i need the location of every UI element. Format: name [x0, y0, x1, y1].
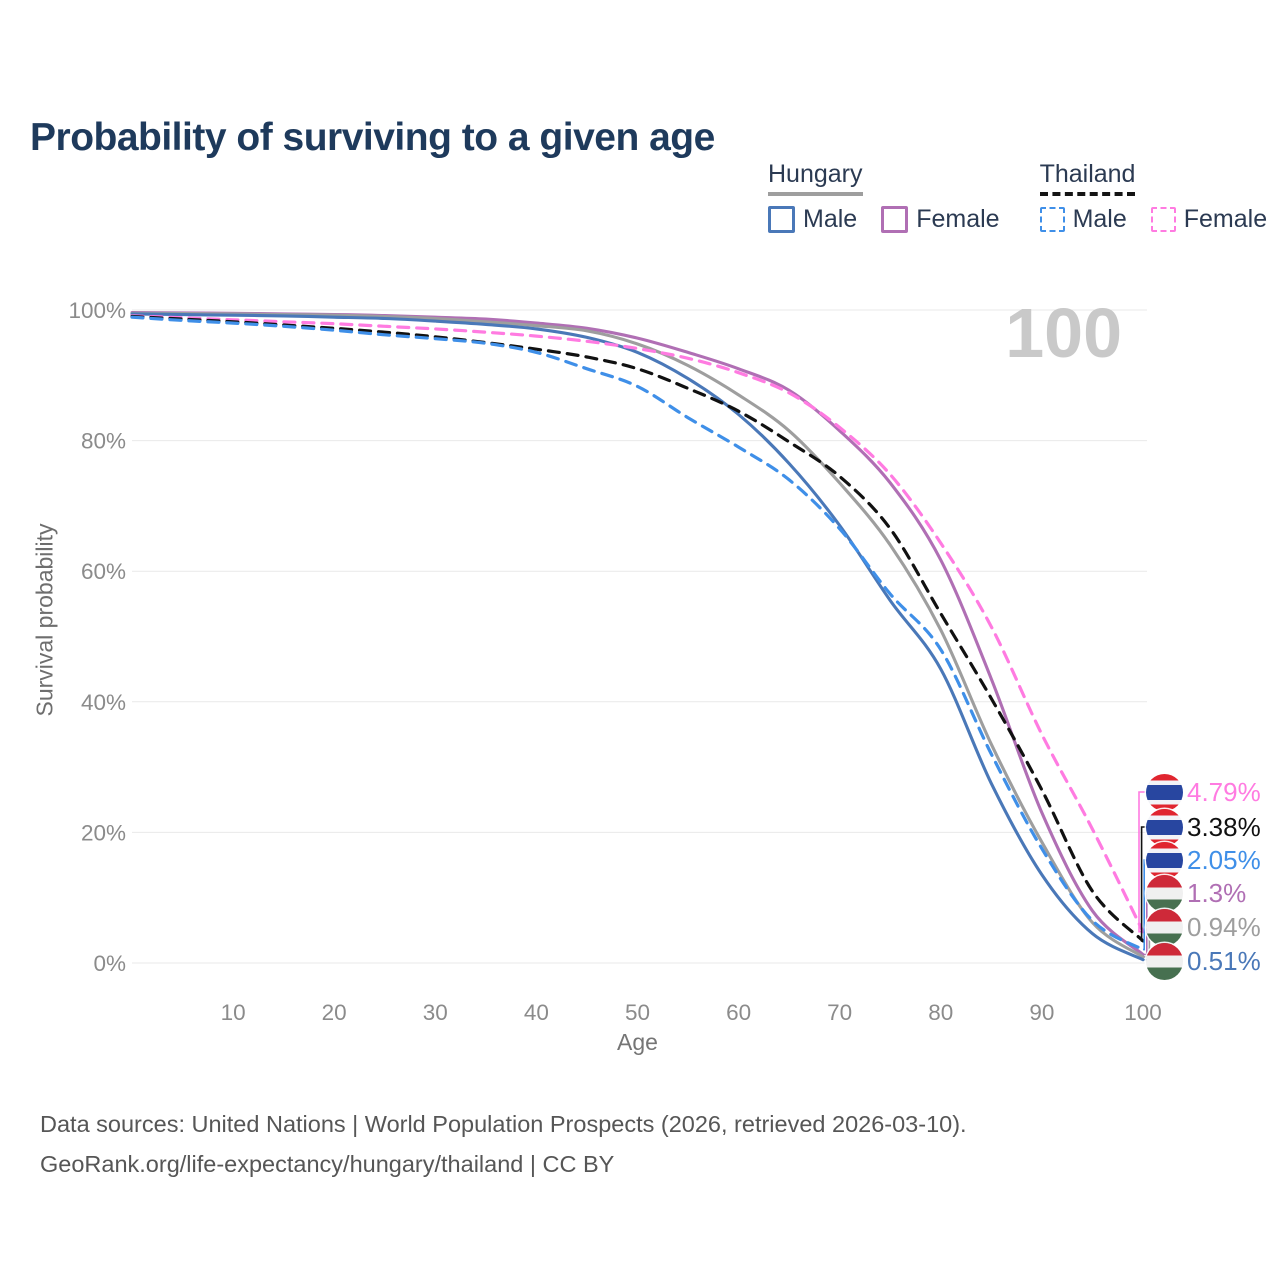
end-label-hungary-male: 0.51% [1146, 942, 1261, 980]
line-hungary-male[interactable] [130, 312, 1145, 962]
end-label-thailand-female: 4.79% [1146, 773, 1261, 811]
hungary-female-swatch-icon [881, 206, 909, 233]
data-source-footer: Data sources: United Nations | World Pop… [40, 1104, 967, 1184]
thailand-flag-icon [1146, 773, 1183, 811]
hungary-flag-icon [1146, 908, 1183, 946]
x-tick-label: 50 [625, 1000, 650, 1025]
x-tick-label: 20 [322, 1000, 347, 1025]
hungary-flag-icon [1146, 942, 1183, 980]
end-label-value: 0.51% [1187, 945, 1261, 976]
x-tick-label: 80 [928, 1000, 953, 1025]
y-tick-label: 40% [81, 690, 126, 715]
thailand-female-swatch-icon [1150, 207, 1176, 232]
legend-thailand-female[interactable]: Female [1150, 205, 1268, 234]
legend-hungary-label[interactable]: Hungary [768, 160, 863, 196]
legend-hungary-items: Male Female [768, 205, 1000, 234]
series-lines [130, 311, 1145, 962]
hungary-male-swatch-icon [768, 206, 795, 233]
page-title: Probability of surviving to a given age [30, 116, 715, 160]
gridlines [132, 309, 1147, 964]
legend-thailand-items: Male Female [1039, 205, 1268, 234]
x-axis-label: Age [617, 1029, 658, 1055]
line-thailand-female[interactable] [130, 314, 1145, 934]
x-tick-label: 10 [221, 1000, 246, 1025]
x-tick-label: 90 [1029, 1000, 1054, 1025]
y-axis-label: Survival probability [31, 523, 58, 717]
line-hungary-female[interactable] [130, 311, 1145, 957]
legend-thailand-male[interactable]: Male [1039, 205, 1127, 234]
end-label-value: 1.3% [1187, 877, 1247, 908]
legend-hungary-female-label: Female [916, 205, 1000, 233]
legend-thailand-label[interactable]: Thailand [1039, 160, 1136, 196]
x-tick-label: 100 [1124, 1000, 1162, 1025]
data-source-line: Data sources: United Nations | World Pop… [40, 1111, 967, 1137]
legend-hungary-male[interactable]: Male [768, 205, 857, 234]
end-label-value: 0.94% [1187, 911, 1261, 942]
hovered-age-watermark: 100 [1005, 294, 1122, 372]
x-tick-label: 30 [423, 1000, 448, 1025]
y-tick-label: 60% [81, 559, 126, 584]
legend-hungary-female[interactable]: Female [881, 205, 1000, 234]
chart-legend: Hungary Male Female Thailand Male Female [768, 160, 1267, 234]
y-tick-label: 100% [68, 298, 126, 323]
end-label-hungary-average: 0.94% [1146, 908, 1261, 946]
legend-group-hungary: Hungary Male Female [768, 160, 1000, 234]
end-label-hungary-female: 1.3% [1146, 874, 1246, 912]
y-tick-label: 0% [93, 951, 126, 976]
attribution-line: GeoRank.org/life-expectancy/hungary/thai… [40, 1151, 615, 1177]
x-tick-label: 40 [524, 1000, 549, 1025]
end-label-value: 2.05% [1187, 844, 1261, 875]
x-tick-label: 60 [726, 1000, 751, 1025]
line-thailand-male[interactable] [130, 315, 1145, 952]
x-tick-label: 70 [827, 1000, 852, 1025]
legend-thailand-male-label: Male [1072, 205, 1127, 233]
thailand-flag-icon [1146, 841, 1183, 879]
end-label-value: 4.79% [1187, 776, 1261, 807]
end-label-thailand-male: 2.05% [1146, 841, 1261, 879]
legend-group-thailand: Thailand Male Female [1039, 160, 1268, 234]
line-hungary-average[interactable] [130, 311, 1145, 959]
thailand-male-swatch-icon [1039, 207, 1065, 232]
y-tick-label: 20% [81, 820, 126, 845]
y-tick-label: 80% [81, 429, 126, 454]
connector-thailand-average [1140, 826, 1150, 942]
thailand-flag-icon [1146, 808, 1183, 846]
hungary-flag-icon [1146, 874, 1183, 912]
axis-tick-labels: 0% 20% 40% 60% 80% 100% 10 20 30 40 50 60 70 80 90 100 A… [68, 298, 1161, 1055]
end-label-thailand-average: 3.38% [1146, 808, 1261, 846]
end-label-value: 3.38% [1187, 811, 1261, 842]
legend-thailand-female-label: Female [1183, 205, 1268, 233]
legend-hungary-male-label: Male [803, 205, 858, 233]
